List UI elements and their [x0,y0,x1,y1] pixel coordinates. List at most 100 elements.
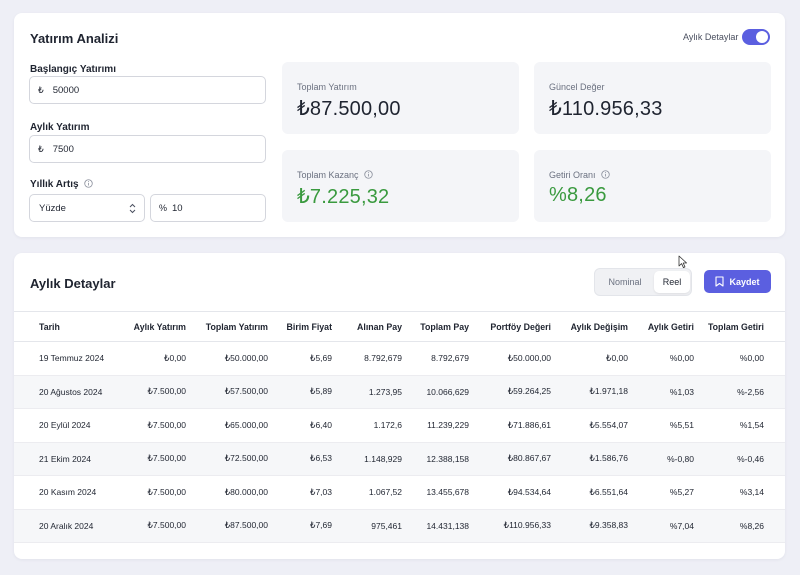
cell-total-investment: ₺87.500,00 [186,509,268,543]
column-header[interactable]: Toplam Getiri [694,311,785,342]
cell-unit-price: ₺5,89 [268,375,332,409]
cell-total-return: %3,14 [694,475,785,510]
cell-shares-bought: 8.792,679 [332,341,402,376]
cell-total-return: %0,00 [694,341,785,376]
cell-portfolio-value: ₺59.264,25 [469,375,551,409]
cell-total-return: %-0,46 [694,442,785,476]
column-header[interactable]: Aylık Getiri [628,311,694,342]
column-header[interactable]: Aylık Yatırım [118,311,186,342]
stat-label: Toplam Yatırım [297,82,357,92]
annual-increase-label: Yıllık Artış [30,179,79,190]
cell-monthly-investment: ₺0,00 [118,341,186,376]
cell-portfolio-value: ₺50.000,00 [469,341,551,376]
cell-unit-price: ₺5,69 [268,341,332,376]
table-row: 20 Kasım 2024 ₺7.500,00 ₺80.000,00 ₺7,03… [14,475,785,510]
cell-date: 20 Aralık 2024 [14,509,118,543]
annual-increase-label-row: Yıllık Artış [30,179,94,190]
cell-total-investment: ₺50.000,00 [186,341,268,376]
cell-unit-price: ₺6,53 [268,442,332,476]
cell-monthly-change: ₺1.971,18 [551,375,628,409]
cell-monthly-investment: ₺7.500,00 [118,442,186,476]
monthly-investment-input[interactable]: ₺ 7500 [29,135,266,163]
stat-label-row: Toplam Kazanç [297,170,373,180]
cell-monthly-change: ₺1.586,76 [551,442,628,476]
cell-date: 21 Ekim 2024 [14,442,118,476]
cell-total-shares: 13.455,678 [402,475,469,510]
toggle-knob [756,31,768,43]
cell-total-investment: ₺65.000,00 [186,408,268,443]
cell-monthly-return: %5,27 [628,475,694,510]
cell-total-shares: 10.066,629 [402,375,469,409]
cell-portfolio-value: ₺80.867,67 [469,442,551,476]
column-header[interactable]: Toplam Pay [402,311,469,342]
stat-label: Getiri Oranı [549,170,596,180]
cell-monthly-change: ₺9.358,83 [551,509,628,543]
info-icon[interactable] [84,179,94,188]
cell-monthly-return: %5,51 [628,408,694,443]
cell-shares-bought: 975,461 [332,509,402,543]
initial-investment-input[interactable]: ₺ 50000 [29,76,266,104]
chevron-up-down-icon [129,203,136,214]
cell-portfolio-value: ₺110.956,33 [469,509,551,543]
mode-nominal-button[interactable]: Nominal [608,277,642,287]
stat-current-value: Güncel Değer ₺110.956,33 [534,62,771,134]
column-header[interactable]: Birim Fiyat [268,311,332,342]
stat-label: Toplam Kazanç [297,170,359,180]
monthly-details-toggle-label: Aylık Detaylar [683,32,739,42]
mouse-cursor-icon [678,255,687,268]
column-header[interactable]: Portföy Değeri [469,311,551,342]
cell-total-shares: 8.792,679 [402,341,469,376]
column-header[interactable]: Aylık Değişim [551,311,628,342]
cell-monthly-return: %7,04 [628,509,694,543]
column-header[interactable]: Toplam Yatırım [186,311,268,342]
mode-segmented-control: Nominal Reel [594,268,692,296]
increase-type-select[interactable]: Yüzde [29,194,145,222]
annual-increase-value: 10 [172,202,183,214]
save-button-label: Kaydet [729,276,760,287]
monthly-details-toggle[interactable] [742,29,770,45]
cell-total-shares: 11.239,229 [402,408,469,443]
cell-monthly-investment: ₺7.500,00 [118,408,186,443]
table-row: 20 Aralık 2024 ₺7.500,00 ₺87.500,00 ₺7,6… [14,509,785,543]
increase-type-value: Yüzde [39,202,66,214]
cell-shares-bought: 1.067,52 [332,475,402,510]
stat-label: Güncel Değer [549,82,605,92]
info-icon[interactable] [601,170,610,179]
cell-portfolio-value: ₺94.534,64 [469,475,551,510]
monthly-details-card: Aylık Detaylar Nominal Reel Kaydet Tarih… [14,253,785,559]
cell-monthly-investment: ₺7.500,00 [118,375,186,409]
investment-analysis-card: Yatırım Analizi Aylık Detaylar Başlangıç… [14,13,785,237]
cell-total-investment: ₺57.500,00 [186,375,268,409]
stat-value: ₺87.500,00 [297,98,401,120]
table-row: 21 Ekim 2024 ₺7.500,00 ₺72.500,00 ₺6,53 … [14,442,785,476]
cell-date: 20 Ağustos 2024 [14,375,118,409]
cell-monthly-return: %1,03 [628,375,694,409]
stat-total-investment: Toplam Yatırım ₺87.500,00 [282,62,519,134]
cell-monthly-return: %0,00 [628,341,694,376]
cell-monthly-change: ₺5.554,07 [551,408,628,443]
column-header[interactable]: Tarih [14,311,118,342]
monthly-details-table: Tarih Aylık Yatırım Toplam Yatırım Birim… [14,311,785,543]
cell-total-investment: ₺80.000,00 [186,475,268,510]
cell-total-return: %1,54 [694,408,785,443]
bookmark-icon [715,276,725,287]
column-header[interactable]: Alınan Pay [332,311,402,342]
mode-real-button[interactable]: Reel [654,271,690,293]
save-button[interactable]: Kaydet [704,270,771,293]
info-icon[interactable] [364,170,373,179]
initial-investment-label: Başlangıç Yatırımı [30,64,116,75]
cell-monthly-investment: ₺7.500,00 [118,509,186,543]
cell-date: 20 Kasım 2024 [14,475,118,510]
cell-shares-bought: 1.148,929 [332,442,402,476]
percent-prefix: % [159,203,168,213]
section-title: Aylık Detaylar [30,276,116,291]
lira-prefix: ₺ [38,84,44,95]
table-row: 20 Eylül 2024 ₺7.500,00 ₺65.000,00 ₺6,40… [14,408,785,443]
stat-label-row: Getiri Oranı [549,170,610,180]
annual-increase-input[interactable]: % 10 [150,194,266,222]
table-row: 19 Temmuz 2024 ₺0,00 ₺50.000,00 ₺5,69 8.… [14,341,785,376]
lira-prefix: ₺ [38,143,44,154]
stat-value: ₺7.225,32 [297,186,390,208]
cell-shares-bought: 1.172,6 [332,408,402,443]
initial-investment-value: 50000 [52,84,80,96]
